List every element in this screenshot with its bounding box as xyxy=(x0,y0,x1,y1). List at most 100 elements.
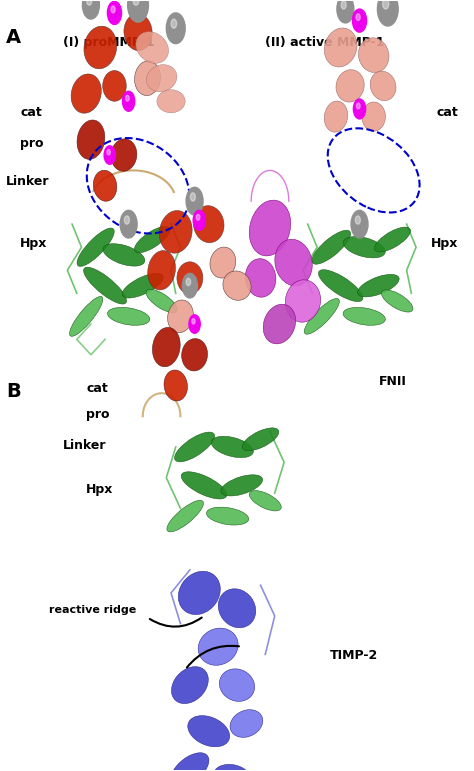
Circle shape xyxy=(193,210,205,231)
Circle shape xyxy=(353,9,366,32)
Circle shape xyxy=(87,0,92,5)
Ellipse shape xyxy=(210,247,236,278)
Circle shape xyxy=(354,99,365,119)
Ellipse shape xyxy=(103,70,126,101)
Circle shape xyxy=(383,0,389,9)
Text: cat: cat xyxy=(86,382,108,395)
Ellipse shape xyxy=(148,251,175,290)
Ellipse shape xyxy=(178,571,220,614)
Ellipse shape xyxy=(84,26,117,69)
Circle shape xyxy=(120,210,137,238)
Ellipse shape xyxy=(181,472,227,499)
Text: Hpx: Hpx xyxy=(431,237,458,250)
Ellipse shape xyxy=(382,290,413,312)
Ellipse shape xyxy=(168,300,193,333)
Ellipse shape xyxy=(218,589,256,628)
Ellipse shape xyxy=(177,262,203,294)
Circle shape xyxy=(166,13,185,44)
Ellipse shape xyxy=(304,298,339,335)
Text: (I) proMMP-1: (I) proMMP-1 xyxy=(63,36,154,49)
Text: Linker: Linker xyxy=(63,439,106,452)
Ellipse shape xyxy=(77,120,105,160)
Circle shape xyxy=(377,0,398,26)
Text: cat: cat xyxy=(20,106,42,120)
Ellipse shape xyxy=(324,101,347,132)
Ellipse shape xyxy=(207,507,249,525)
Circle shape xyxy=(182,274,197,298)
Ellipse shape xyxy=(77,228,114,267)
Circle shape xyxy=(124,216,129,224)
Circle shape xyxy=(108,2,121,25)
Circle shape xyxy=(126,96,129,101)
Circle shape xyxy=(356,216,360,224)
Ellipse shape xyxy=(93,170,117,201)
Circle shape xyxy=(351,210,368,238)
Circle shape xyxy=(196,214,200,221)
Ellipse shape xyxy=(83,268,127,304)
Ellipse shape xyxy=(70,296,103,336)
Circle shape xyxy=(104,146,116,164)
Circle shape xyxy=(186,278,191,285)
Ellipse shape xyxy=(213,764,251,771)
Ellipse shape xyxy=(357,274,399,297)
Ellipse shape xyxy=(174,432,215,462)
Ellipse shape xyxy=(242,428,279,451)
Ellipse shape xyxy=(343,308,385,325)
Ellipse shape xyxy=(124,14,152,51)
Circle shape xyxy=(356,14,360,21)
Ellipse shape xyxy=(153,328,180,367)
Circle shape xyxy=(171,19,177,29)
Ellipse shape xyxy=(362,102,385,131)
Ellipse shape xyxy=(219,668,255,702)
Circle shape xyxy=(341,1,346,9)
Text: pro: pro xyxy=(20,137,44,150)
Ellipse shape xyxy=(223,271,251,301)
Ellipse shape xyxy=(263,305,296,344)
Ellipse shape xyxy=(198,628,238,665)
Ellipse shape xyxy=(324,28,357,67)
Text: reactive ridge: reactive ridge xyxy=(48,604,136,614)
Ellipse shape xyxy=(249,200,291,256)
Ellipse shape xyxy=(157,89,185,113)
Ellipse shape xyxy=(167,500,203,532)
Circle shape xyxy=(122,91,135,111)
Ellipse shape xyxy=(336,69,364,102)
Ellipse shape xyxy=(188,715,230,747)
Ellipse shape xyxy=(111,139,137,171)
Text: pro: pro xyxy=(86,408,109,421)
Ellipse shape xyxy=(71,74,101,113)
Text: B: B xyxy=(6,382,21,401)
Ellipse shape xyxy=(343,237,385,258)
Ellipse shape xyxy=(122,273,163,298)
Ellipse shape xyxy=(230,709,263,737)
Ellipse shape xyxy=(285,280,320,322)
Circle shape xyxy=(192,318,195,324)
Text: Hpx: Hpx xyxy=(86,483,114,496)
Text: A: A xyxy=(6,29,21,47)
Ellipse shape xyxy=(319,270,363,301)
Ellipse shape xyxy=(108,308,150,325)
Circle shape xyxy=(191,193,195,201)
Ellipse shape xyxy=(193,206,224,243)
Circle shape xyxy=(189,315,200,333)
Text: FNII: FNII xyxy=(379,375,407,388)
Circle shape xyxy=(82,0,100,19)
Ellipse shape xyxy=(374,227,410,252)
Ellipse shape xyxy=(172,667,208,704)
Text: TIMP-2: TIMP-2 xyxy=(330,649,378,662)
Ellipse shape xyxy=(182,338,208,371)
Ellipse shape xyxy=(245,259,276,297)
Ellipse shape xyxy=(136,32,168,63)
Ellipse shape xyxy=(164,370,187,401)
Ellipse shape xyxy=(146,289,177,313)
Ellipse shape xyxy=(249,490,281,511)
Ellipse shape xyxy=(171,752,209,771)
Circle shape xyxy=(128,0,148,22)
Circle shape xyxy=(186,187,203,215)
Ellipse shape xyxy=(135,227,170,253)
Ellipse shape xyxy=(370,71,396,101)
Ellipse shape xyxy=(358,38,389,72)
Ellipse shape xyxy=(146,65,177,92)
Circle shape xyxy=(356,103,360,109)
Ellipse shape xyxy=(103,244,145,266)
